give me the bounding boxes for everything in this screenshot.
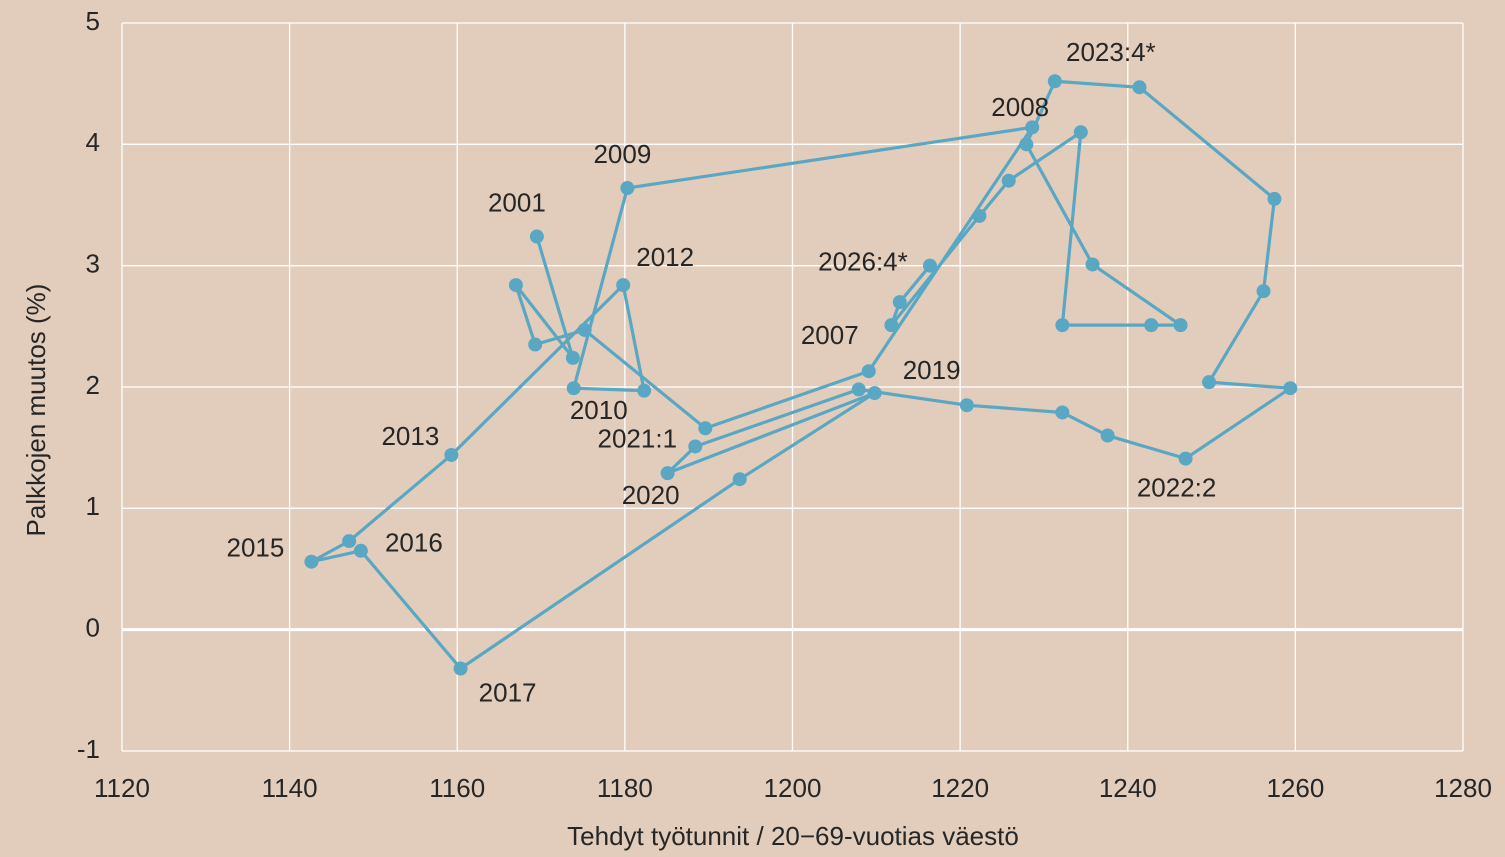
point <box>353 543 368 558</box>
point-label: 2009 <box>593 139 651 169</box>
point <box>565 350 580 365</box>
point-label: 2001 <box>488 187 546 217</box>
point <box>453 661 468 676</box>
x-tick-label: 1240 <box>1099 773 1157 803</box>
point-label: 2020 <box>622 480 680 510</box>
point <box>1267 191 1282 206</box>
point <box>732 472 747 487</box>
y-tick-label: 3 <box>86 249 100 279</box>
y-tick-label: 2 <box>86 370 100 400</box>
x-tick-label: 1140 <box>262 773 318 803</box>
point-label: 2016 <box>385 528 443 558</box>
point-label: 2015 <box>226 533 284 563</box>
x-tick-label: 1160 <box>429 773 485 803</box>
point <box>688 439 703 454</box>
x-tick-label: 1260 <box>1266 773 1324 803</box>
point <box>1178 451 1193 466</box>
point <box>851 382 866 397</box>
point-label: 2023:4* <box>1066 37 1156 67</box>
point <box>698 421 713 436</box>
x-tick-label: 1120 <box>94 773 150 803</box>
x-tick-label: 1200 <box>764 773 822 803</box>
point-label: 2008 <box>991 92 1049 122</box>
point <box>620 181 635 196</box>
point-label: 2007 <box>801 320 859 350</box>
point-label: 2019 <box>903 355 961 385</box>
x-axis-label: Tehdyt työtunnit / 20−69-vuotias väestö <box>567 821 1019 851</box>
point <box>884 318 899 333</box>
point-label: 2010 <box>570 395 628 425</box>
point <box>1073 125 1088 140</box>
point <box>1144 318 1159 333</box>
y-tick-label: 4 <box>86 127 100 157</box>
point <box>508 278 523 293</box>
point <box>1100 428 1115 443</box>
y-tick-label: -1 <box>77 734 100 764</box>
point <box>892 295 907 310</box>
point <box>1085 257 1100 272</box>
point <box>1256 284 1271 299</box>
point <box>1202 375 1217 390</box>
x-tick-label: 1220 <box>931 773 989 803</box>
point <box>637 383 652 398</box>
point-label: 2026:4* <box>818 247 908 277</box>
point <box>660 466 675 481</box>
point <box>867 386 882 401</box>
point <box>861 364 876 379</box>
point <box>566 381 581 396</box>
x-tick-label: 1180 <box>597 773 653 803</box>
point <box>529 229 544 244</box>
point <box>1047 74 1062 89</box>
point <box>1019 137 1034 152</box>
point <box>1055 318 1070 333</box>
connecting-line <box>309 79 1292 671</box>
point <box>1132 80 1147 95</box>
point <box>1025 120 1040 135</box>
point-label: 2013 <box>381 421 439 451</box>
point <box>959 398 974 413</box>
x-tick-label: 1280 <box>1434 773 1492 803</box>
y-tick-label: 5 <box>86 6 100 36</box>
point-label: 2012 <box>636 242 694 272</box>
point <box>1055 405 1070 420</box>
y-tick-label: 1 <box>86 491 100 521</box>
y-axis-label: Palkkojen muutos (%) <box>21 284 51 537</box>
point <box>922 258 937 273</box>
point <box>1001 173 1016 188</box>
point <box>444 447 459 462</box>
point-label: 2017 <box>479 677 537 707</box>
point <box>577 322 592 337</box>
point <box>342 534 357 549</box>
point-label: 2021:1 <box>598 423 678 453</box>
point <box>972 208 987 223</box>
point <box>1283 381 1298 396</box>
point-label: 2022:2 <box>1137 472 1217 502</box>
y-tick-label: 0 <box>86 613 100 643</box>
point <box>616 278 631 293</box>
point <box>528 337 543 352</box>
point <box>304 554 319 569</box>
point <box>1173 318 1188 333</box>
